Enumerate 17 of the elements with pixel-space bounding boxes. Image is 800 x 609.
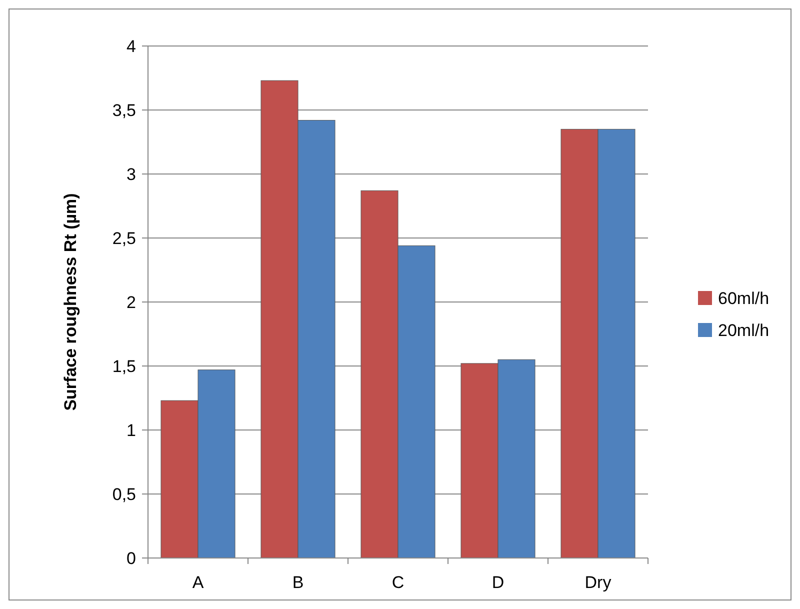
- y-tick-label: 2,5: [112, 228, 136, 248]
- y-axis-title: Surface roughness Rt (µm): [61, 193, 80, 411]
- legend-label: 20ml/h: [718, 320, 770, 340]
- y-tick-label: 2: [126, 292, 136, 312]
- y-tick-label: 0: [126, 548, 136, 568]
- x-tick-label: C: [392, 573, 404, 592]
- x-tick-label: A: [192, 573, 204, 592]
- y-tick-label: 0,5: [112, 484, 136, 504]
- y-tick-label: 4: [126, 36, 136, 56]
- y-tick-label: 1: [126, 420, 136, 440]
- y-tick-label: 3: [126, 164, 136, 184]
- y-tick-label: 1,5: [112, 356, 136, 376]
- x-tick-label: D: [492, 573, 504, 592]
- legend-label: 60ml/h: [718, 288, 770, 308]
- x-tick-label: B: [292, 573, 304, 592]
- y-tick-label: 3,5: [112, 100, 136, 120]
- x-tick-label: Dry: [584, 573, 612, 592]
